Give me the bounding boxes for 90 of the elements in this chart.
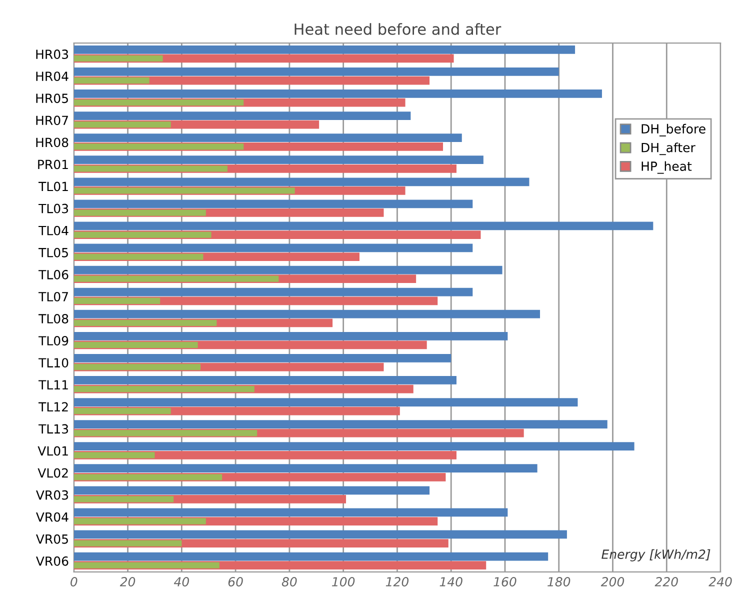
y-tick-label: VL02 (38, 468, 68, 478)
bar (74, 77, 150, 84)
bar (74, 496, 174, 502)
bar (74, 266, 502, 274)
bar (74, 200, 473, 208)
x-tick-label: 100 (332, 577, 355, 586)
x-tick-label: 20 (120, 577, 136, 586)
bar (74, 144, 244, 150)
bar (74, 320, 217, 326)
bar (74, 156, 484, 164)
bar (74, 398, 578, 406)
y-tick-label: HR07 (36, 116, 68, 126)
y-tick-label: VR06 (36, 556, 68, 566)
y-tick-label: TL10 (38, 358, 68, 368)
bar (74, 474, 222, 480)
bar (74, 178, 530, 186)
y-tick-label: TL03 (38, 204, 68, 214)
y-tick-label: TL12 (38, 402, 68, 412)
bar (74, 222, 654, 230)
y-tick-label: PR01 (38, 160, 68, 170)
bar (74, 134, 462, 142)
legend-label: DH_after (642, 142, 696, 156)
bar (74, 276, 279, 282)
bar (74, 254, 204, 260)
x-tick-label: 240 (708, 577, 732, 586)
bar (74, 342, 198, 348)
bar (74, 310, 540, 318)
y-tick-label: TL07 (38, 292, 68, 302)
bar (74, 518, 206, 524)
y-tick-label: TL09 (38, 336, 68, 346)
bar (74, 99, 244, 106)
legend-label: DH_before (642, 124, 706, 136)
bar (74, 122, 171, 128)
x-axis-title: Energy [kWh/m2] (602, 549, 710, 562)
y-tick-label: HR03 (36, 50, 68, 59)
bar (74, 464, 538, 473)
bar (74, 210, 206, 216)
bar (74, 68, 559, 76)
x-tick-label: 120 (386, 577, 409, 586)
x-tick-label: 40 (174, 577, 189, 586)
bar (74, 45, 576, 54)
bar (74, 112, 411, 120)
x-tick-label: 0 (70, 577, 78, 586)
x-tick-label: 160 (494, 577, 516, 586)
bar (74, 376, 456, 384)
y-tick-label: HR04 (36, 72, 68, 82)
bar (74, 55, 163, 62)
bar (74, 332, 508, 340)
x-tick-label: 180 (548, 577, 570, 586)
y-tick-label: TL08 (38, 314, 68, 324)
bar (74, 540, 182, 546)
x-tick-label: 60 (228, 577, 243, 586)
bar (74, 188, 295, 194)
bar (74, 354, 452, 362)
x-tick-label: 220 (654, 577, 678, 586)
bar (74, 486, 430, 495)
bar (74, 508, 508, 517)
y-tick-label: VR03 (36, 490, 68, 500)
x-tick-label: 80 (282, 577, 297, 586)
bar (74, 420, 608, 428)
y-tick-label: TL13 (38, 424, 68, 434)
y-tick-label: TL11 (38, 380, 68, 390)
x-tick-label: 140 (440, 577, 462, 586)
y-tick-label: TL04 (38, 226, 68, 236)
y-tick-label: TL01 (38, 182, 68, 192)
bar (74, 298, 160, 304)
legend-label: HP_heat (642, 161, 692, 174)
bar (74, 232, 212, 238)
x-tick-label: 200 (600, 577, 624, 586)
bar (74, 408, 171, 414)
bar (74, 386, 254, 392)
bar (74, 442, 634, 451)
bar (74, 244, 473, 252)
y-tick-label: HR05 (36, 94, 68, 104)
bar (74, 166, 228, 172)
bar (74, 562, 220, 568)
y-tick-label: VR04 (36, 512, 68, 522)
bar (74, 452, 155, 458)
chart-title: Heat need before and after (294, 23, 502, 35)
bar (74, 530, 567, 539)
y-tick-label: VL01 (38, 446, 68, 456)
bar (74, 430, 258, 436)
y-tick-label: VR05 (36, 534, 68, 544)
bar (74, 90, 602, 98)
y-tick-label: TL06 (38, 270, 68, 280)
y-tick-label: HR08 (36, 138, 68, 148)
bar (74, 552, 548, 561)
y-tick-label: TL05 (38, 248, 68, 258)
bar (74, 288, 473, 296)
bar (74, 364, 201, 370)
